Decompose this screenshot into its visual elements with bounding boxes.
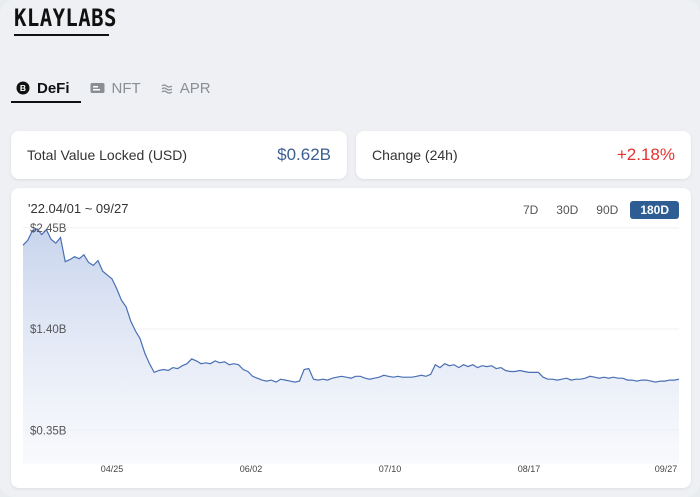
period-selector: 7D 30D 90D 180D bbox=[517, 201, 679, 219]
tvl-series-line bbox=[22, 228, 680, 383]
period-7d[interactable]: 7D bbox=[522, 203, 539, 217]
x-tick-label: 06/02 bbox=[240, 464, 263, 474]
tab-defi[interactable]: B DeFi bbox=[12, 76, 74, 100]
change-label: Change (24h) bbox=[372, 147, 458, 163]
tab-apr-label: APR bbox=[179, 79, 211, 97]
x-tick-label: 04/25 bbox=[101, 464, 124, 474]
bitcoin-icon: B bbox=[16, 81, 30, 95]
category-tabs: B DeFi NFT APR bbox=[12, 76, 227, 104]
date-range-label: '22.04/01 ~ 09/27 bbox=[28, 201, 129, 216]
tvl-label: Total Value Locked (USD) bbox=[27, 147, 188, 163]
y-tick-label: $1.40B bbox=[30, 324, 67, 336]
period-180d[interactable]: 180D bbox=[630, 201, 679, 219]
logo-underline bbox=[14, 34, 109, 36]
change-value: +2.18% bbox=[616, 145, 675, 164]
change-card: Change (24h) +2.18% bbox=[356, 131, 691, 179]
y-tick-label: $2.45B bbox=[30, 223, 67, 235]
period-90d[interactable]: 90D bbox=[596, 203, 619, 217]
tvl-card: Total Value Locked (USD) $0.62B bbox=[11, 131, 347, 179]
chart-card: '22.04/01 ~ 09/27 7D 30D 90D 180D $2.45B… bbox=[11, 188, 691, 488]
tab-nft[interactable]: NFT bbox=[86, 76, 145, 100]
active-tab-indicator bbox=[11, 101, 81, 103]
x-tick-label: 08/17 bbox=[518, 464, 541, 474]
card-icon bbox=[90, 82, 105, 94]
tvl-value: $0.62B bbox=[277, 145, 331, 164]
period-30d[interactable]: 30D bbox=[556, 203, 579, 217]
y-tick-label: $0.35B bbox=[30, 425, 67, 437]
tvl-area-chart[interactable]: $2.45B $1.40B $0.35B 04/25 06/02 07/10 08/17 0… bbox=[11, 188, 691, 488]
tab-apr[interactable]: APR bbox=[157, 76, 215, 100]
svg-text:B: B bbox=[20, 83, 26, 93]
x-tick-label: 07/10 bbox=[379, 464, 402, 474]
x-tick-label: 09/27 bbox=[655, 464, 678, 474]
tab-nft-label: NFT bbox=[111, 79, 141, 97]
wave-icon bbox=[161, 82, 173, 94]
tab-defi-label: DeFi bbox=[37, 79, 70, 97]
tvl-area-fill bbox=[23, 228, 679, 464]
brand-logo[interactable]: KLAYLABS bbox=[14, 4, 117, 32]
